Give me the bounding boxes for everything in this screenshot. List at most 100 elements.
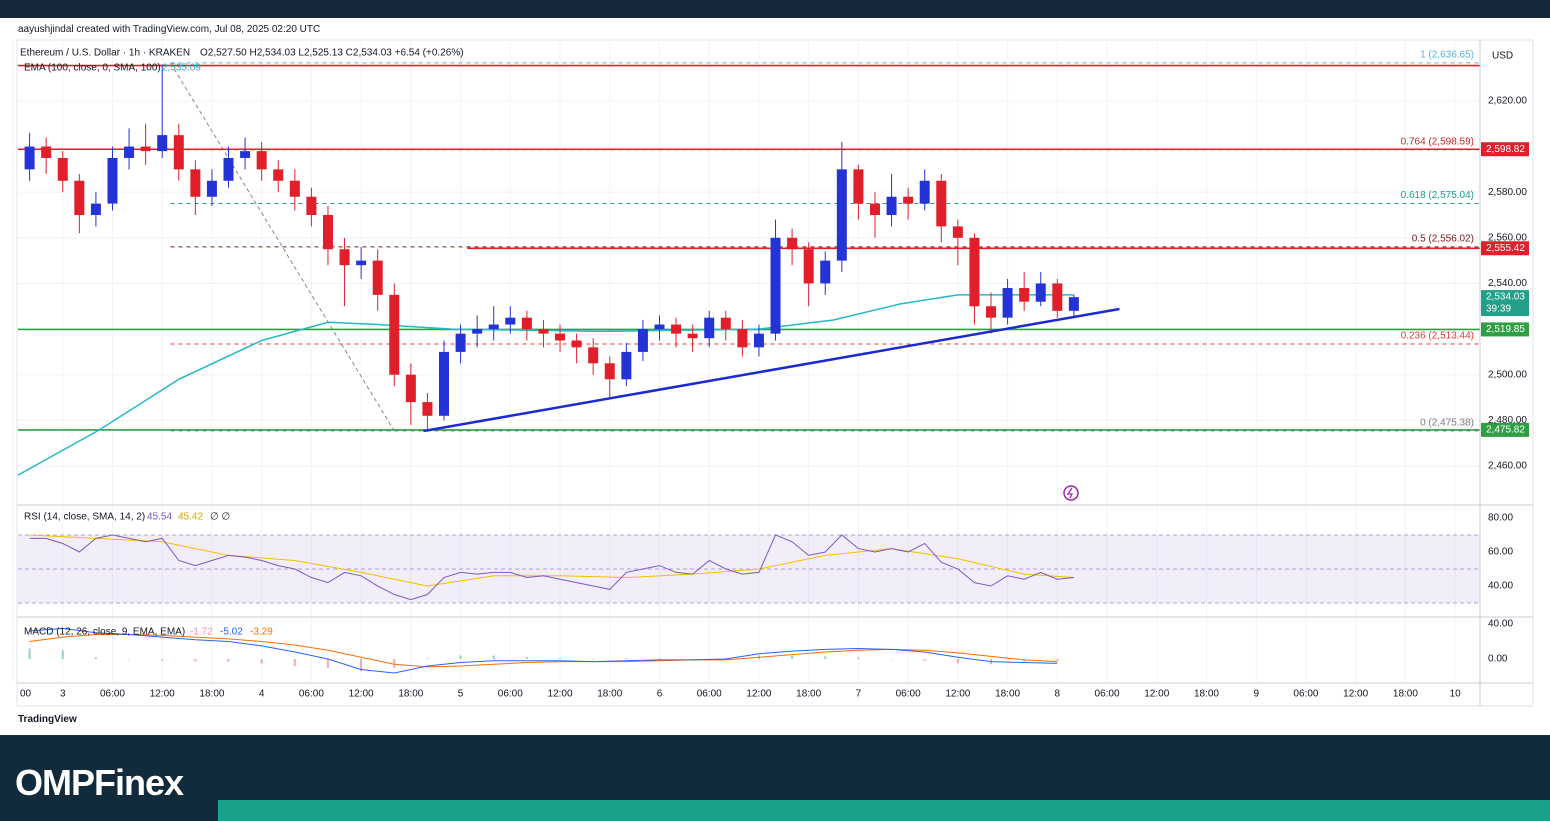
x-tick-label: 18:00 [995, 689, 1020, 700]
x-tick-label: 7 [856, 689, 862, 700]
level-tag-label: 2,555.42 [1486, 243, 1525, 254]
macd-hist-bar [194, 659, 197, 662]
x-tick-label: 5 [458, 689, 464, 700]
rsi-line [29, 534, 1074, 601]
x-tick-label: 06:00 [100, 689, 125, 700]
macd-hist-bar [791, 655, 794, 660]
x-tick-label: 3 [60, 689, 66, 700]
candle-body [455, 333, 466, 352]
candle-body [339, 249, 350, 266]
fib-label: 0.236 (2,513.44) [1401, 331, 1474, 342]
macd-hist-bar [658, 658, 661, 660]
macd-tick-label: 40.00 [1488, 619, 1513, 630]
candle-body [1035, 283, 1046, 302]
candle-body [886, 196, 897, 216]
candle-body [986, 306, 997, 318]
rsi-tick-label: 60.00 [1488, 547, 1513, 558]
level-tag-label: 2,475.82 [1486, 425, 1525, 436]
macd-hist-bar [956, 659, 959, 664]
macd-hist-value: -1.72 [190, 627, 213, 638]
x-tick-label: 12:00 [349, 689, 374, 700]
macd-hist-bar [890, 659, 893, 660]
macd-value: -5.02 [220, 627, 243, 638]
x-tick-label: 06:00 [498, 689, 523, 700]
x-tick-label: 9 [1253, 689, 1259, 700]
candle-body [240, 151, 251, 158]
macd-signal-value: -3.29 [250, 627, 273, 638]
x-tick-label: 06:00 [1095, 689, 1120, 700]
x-tick-label: 4 [259, 689, 265, 700]
fib-label: 1 (2,636.65) [1420, 50, 1474, 61]
candle-body [969, 237, 980, 307]
x-tick-label: 06:00 [1293, 689, 1318, 700]
candle-body [173, 135, 184, 170]
macd-hist-bar [1056, 659, 1059, 661]
candle-body [952, 226, 963, 238]
top-bar [0, 0, 1550, 18]
x-tick-label: 06:00 [896, 689, 921, 700]
candle-body [621, 351, 632, 380]
macd-hist-bar [592, 659, 595, 660]
macd-hist-bar [459, 655, 462, 660]
last-price-tag [1481, 290, 1529, 317]
candle-body [637, 329, 648, 352]
candle-body [389, 294, 400, 375]
macd-hist-bar [360, 659, 363, 672]
candle-body [107, 157, 118, 204]
x-tick-label: 18:00 [1393, 689, 1418, 700]
chart-frame [16, 39, 1534, 707]
candle-body [770, 237, 781, 334]
candle-body [555, 333, 566, 341]
rsi-value: 45.54 [147, 512, 172, 523]
candle-body [24, 146, 35, 170]
candle-body [869, 203, 880, 216]
level-tag [1481, 322, 1529, 337]
alert-icon-bolt [1066, 487, 1074, 499]
x-tick-label: 18:00 [597, 689, 622, 700]
ohlc-legend: O2,527.50 H2,534.03 L2,525.13 C2,534.03 … [200, 48, 464, 59]
alert-icon[interactable] [1063, 485, 1079, 501]
candle-body [936, 180, 947, 227]
candle-body [190, 169, 201, 197]
candle-body [356, 260, 367, 266]
macd-hist-bar [625, 658, 628, 660]
candle-body [289, 180, 300, 197]
candle-body [256, 151, 267, 170]
x-tick-label: 18:00 [398, 689, 423, 700]
brand: OMPFinex [15, 762, 184, 803]
candle-body [704, 317, 715, 339]
x-tick-label: 12:00 [548, 689, 573, 700]
last-price-label: 2,534.03 [1486, 292, 1525, 303]
candle-body [737, 329, 748, 348]
macd-hist-bar [923, 659, 926, 661]
x-tick-label: 00 [20, 689, 32, 700]
candle-body [836, 169, 847, 261]
macd-hist-bar [393, 659, 396, 668]
candle-body [604, 363, 615, 380]
level-tag [1481, 142, 1529, 157]
candle-body [488, 324, 499, 330]
macd-hist-bar [61, 650, 64, 660]
candle-body [1019, 288, 1030, 302]
rsi-legend: RSI (14, close, SMA, 14, 2) [24, 512, 145, 523]
x-tick-label: 10 [1450, 689, 1462, 700]
x-tick-label: 18:00 [1194, 689, 1219, 700]
y-tick-label: 2,480.00 [1488, 415, 1527, 426]
level-tag [1481, 422, 1529, 437]
candle-body [273, 169, 284, 181]
candle-body [505, 317, 516, 325]
macd-hist-bar [94, 657, 97, 660]
candle-body [521, 317, 532, 330]
macd-hist-bar [326, 659, 329, 668]
candle-body [472, 329, 483, 334]
rsi-extra: ∅ ∅ [210, 512, 230, 523]
x-tick-label: 18:00 [796, 689, 821, 700]
candle-body [588, 347, 599, 364]
candle-body [372, 260, 383, 295]
trendline [423, 307, 1120, 433]
candle-body [41, 146, 52, 158]
y-tick-label: 2,560.00 [1488, 232, 1527, 243]
candle-body [124, 146, 135, 158]
x-tick-label: 06:00 [697, 689, 722, 700]
candle-body [306, 196, 317, 216]
